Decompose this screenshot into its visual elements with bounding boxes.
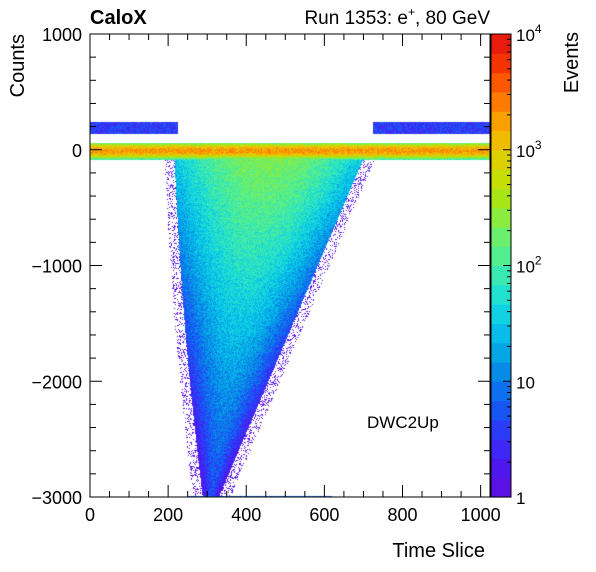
- x-tick-label: 600: [309, 505, 339, 525]
- color-bar-band: [491, 188, 511, 209]
- x-tick-label: 0: [85, 505, 95, 525]
- color-bar-band: [491, 207, 511, 228]
- heatmap-image: [90, 34, 490, 497]
- run-title-superscript: +: [408, 5, 415, 19]
- color-bar-band: [491, 149, 511, 170]
- color-bar-band: [491, 265, 511, 286]
- run-title: Run 1353: e+, 80 GeV: [304, 5, 490, 29]
- color-bar-band: [491, 439, 511, 460]
- color-bar-band: [491, 419, 511, 440]
- y-tick-label: −2000: [31, 372, 82, 392]
- color-bar-band: [491, 381, 511, 402]
- color-bar-label: Events: [561, 32, 583, 93]
- color-bar-band: [491, 361, 511, 382]
- color-bar-band: [491, 400, 511, 421]
- x-axis-label: Time Slice: [392, 540, 485, 562]
- color-bar-band: [491, 342, 511, 363]
- z-tick-label: 104: [516, 22, 542, 45]
- color-bar-band: [491, 91, 511, 112]
- color-bar-band: [491, 323, 511, 344]
- x-axis-ticks: 0 200 400 600 800 1000: [85, 34, 501, 525]
- color-bar-band: [491, 226, 511, 247]
- z-tick-label: 103: [516, 138, 542, 161]
- experiment-label: CaloX: [90, 7, 147, 29]
- color-bar-band: [491, 72, 511, 93]
- z-tick-label: 1: [516, 489, 525, 508]
- color-bar-band: [491, 477, 511, 498]
- plot-frame: [89, 33, 491, 498]
- color-bar-band: [491, 246, 511, 267]
- y-axis-label: Counts: [7, 34, 29, 97]
- run-title-prefix: Run 1353: e: [304, 8, 408, 29]
- color-bar: [490, 33, 512, 498]
- x-tick-label: 800: [387, 505, 417, 525]
- y-tick-label: 0: [72, 141, 82, 161]
- color-bar-band: [491, 284, 511, 305]
- x-tick-label: 400: [231, 505, 261, 525]
- color-bar-band: [491, 34, 511, 54]
- color-bar-band: [491, 53, 511, 74]
- run-title-suffix: , 80 GeV: [415, 8, 490, 29]
- color-bar-band: [491, 304, 511, 324]
- x-tick-label: 200: [153, 505, 183, 525]
- y-tick-label: −3000: [31, 488, 82, 508]
- y-tick-label: 1000: [42, 25, 82, 45]
- color-bar-band: [491, 130, 511, 151]
- detector-annotation: DWC2Up: [367, 413, 439, 432]
- color-bar-band: [491, 111, 511, 132]
- color-bar-band: [491, 169, 511, 189]
- z-tick-label: 102: [516, 254, 542, 277]
- y-tick-label: −1000: [31, 257, 82, 277]
- color-bar-band: [491, 458, 511, 479]
- x-tick-label: 1000: [461, 505, 501, 525]
- z-tick-label: 10: [516, 373, 535, 392]
- color-bar-ticks: 1 10 102 103 104: [503, 22, 542, 508]
- y-axis-ticks: −3000 −2000 −1000 0 1000: [31, 25, 490, 508]
